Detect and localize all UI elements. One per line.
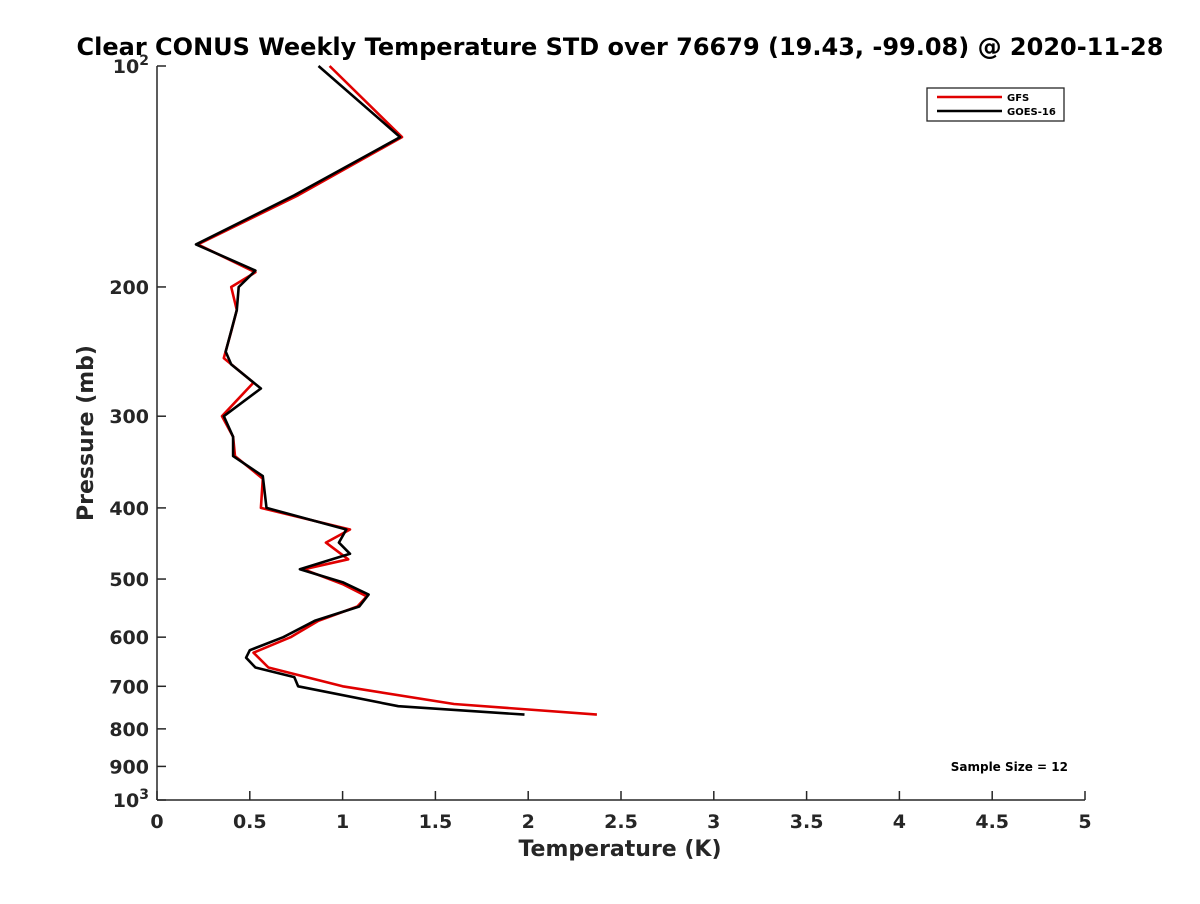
y-tick-label: 200 — [109, 277, 149, 299]
series-layer — [194, 65, 597, 716]
y-axis-label: Pressure (mb) — [74, 345, 99, 521]
x-tick-label: 3.5 — [790, 811, 824, 833]
y-tick-label: 700 — [109, 676, 149, 698]
x-tick-label: 0.5 — [233, 811, 267, 833]
x-tick-label: 0 — [150, 811, 163, 833]
x-tick-label: 3 — [707, 811, 720, 833]
y-tick-label: 102 — [113, 53, 149, 78]
x-axis-ticks: 0 0.5 1 1.5 2 2.5 3 3.5 4 4.5 5 — [150, 791, 1092, 833]
y-tick-label: 103 — [113, 787, 149, 812]
series-line-goes-16 — [194, 65, 525, 716]
y-tick-label: 900 — [109, 756, 149, 778]
y-tick-label: 400 — [109, 498, 149, 520]
legend-entry: GOES-16 — [1007, 107, 1056, 118]
legend-box — [926, 87, 1065, 122]
y-tick-label: 300 — [109, 406, 149, 428]
x-tick-label: 5 — [1078, 811, 1091, 833]
sample-size-annotation: Sample Size = 12 — [951, 760, 1068, 774]
legend-entry: GFS — [1007, 93, 1029, 104]
x-axis-label: Temperature (K) — [518, 837, 721, 862]
chart-title: Clear CONUS Weekly Temperature STD over … — [77, 33, 1164, 61]
x-tick-label: 2.5 — [604, 811, 638, 833]
x-tick-label: 2 — [522, 811, 535, 833]
y-tick-label: 500 — [109, 569, 149, 591]
x-tick-label: 1 — [336, 811, 349, 833]
x-tick-label: 1.5 — [419, 811, 453, 833]
x-tick-label: 4.5 — [975, 811, 1009, 833]
y-tick-label: 600 — [109, 627, 149, 649]
x-tick-label: 4 — [893, 811, 906, 833]
y-axis-ticks: 102 200 300 400 500 600 700 800 900 103 — [109, 53, 166, 812]
y-tick-label: 800 — [109, 719, 149, 741]
legend: GFS GOES-16 — [926, 87, 1065, 122]
plot-area — [156, 66, 1085, 801]
series-line-gfs — [196, 65, 597, 716]
